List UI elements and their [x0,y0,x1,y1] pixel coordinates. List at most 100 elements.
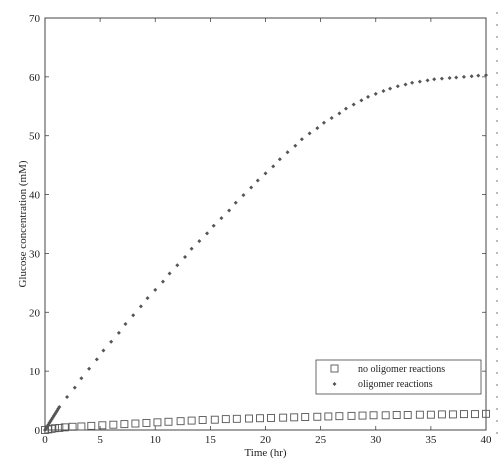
edge-dot [496,264,498,266]
data-point-diamond [145,296,150,301]
edge-dot [496,72,498,74]
x-axis-ticks: 0 5 10 15 20 25 30 35 40 [42,18,492,446]
data-point-square [437,410,446,419]
data-point-diamond [315,126,320,131]
data-point-square [415,410,424,419]
x-tick-label: 35 [425,434,437,446]
x-axis-label: Time (hr) [244,447,286,459]
edge-dot [496,336,498,338]
y-axis-label: Glucose concentration (mM) [17,160,29,287]
data-point-diamond [175,263,180,268]
data-point-diamond [271,164,276,169]
edge-dot [496,204,498,206]
edge-dot [496,228,498,230]
data-point-diamond [219,216,224,221]
legend: no oligomer reactions oligomer reactions [315,359,482,395]
data-point-diamond [447,76,452,81]
data-point-diamond [321,120,326,125]
data-point-diamond [138,304,143,309]
x-tick-label: 5 [97,434,103,446]
data-point-diamond [307,131,312,136]
edge-dot [496,324,498,326]
edge-dot [496,312,498,314]
data-point-diamond [101,348,106,353]
data-point-diamond [425,78,430,83]
data-point-square [256,414,264,423]
data-point-diamond [197,239,202,244]
data-point-diamond [153,287,158,292]
edge-dot [496,168,498,170]
data-point-square [267,413,275,422]
legend-marker-diamond [332,382,337,386]
edge-dot [496,360,498,362]
data-point-square [369,411,378,420]
data-point-diamond [123,322,128,327]
x-tick-label: 20 [260,434,272,446]
data-point-square [232,414,241,423]
edge-dot [496,252,498,254]
data-point-diamond [183,254,188,259]
data-point-diamond [329,116,334,121]
data-point-diamond [94,357,99,362]
edge-dot [496,108,498,110]
x-tick-label: 30 [370,434,382,446]
y-tick-label: 70 [29,13,41,25]
data-point-diamond [351,102,356,107]
edge-dot [496,156,498,158]
data-point-diamond [205,231,210,236]
data-point-diamond [395,84,400,89]
data-point-diamond [167,271,172,276]
data-point-square [60,423,69,432]
edge-dot [496,192,498,194]
legend-marker-square [330,364,339,373]
x-tick-label: 40 [481,434,493,446]
data-point-square [153,418,162,427]
data-point-diamond [388,86,393,91]
data-point-diamond [227,208,232,213]
data-point-square [198,416,207,424]
data-point-square [68,422,77,431]
data-point-square [335,412,344,421]
edge-dot [496,60,498,62]
data-point-square [109,420,118,429]
data-point-square [50,424,59,433]
data-point-diamond [211,223,216,228]
data-point-square [221,415,230,424]
data-point-diamond [255,178,260,183]
x-tick-label: 25 [315,434,327,446]
edge-dot [496,384,498,386]
data-point-diamond [484,73,488,78]
data-point-square [187,416,196,425]
edge-dot [496,132,498,134]
data-point-diamond [359,98,364,103]
edge-dot [496,348,498,350]
data-point-square [142,418,151,427]
data-point-square [347,411,356,420]
data-point-diamond [241,193,246,198]
data-point-diamond [432,77,437,82]
data-point-diamond [343,106,348,111]
edge-dot [496,48,498,50]
edge-dot [496,24,498,26]
data-point-diamond [263,171,268,176]
y-tick-label: 0 [35,425,41,437]
edge-dot [496,432,498,434]
edge-dot [496,12,498,14]
data-point-square [403,411,412,419]
edge-dot [496,120,498,122]
data-point-diamond [160,279,165,284]
data-point-diamond [233,200,238,205]
data-point-square [176,417,185,426]
data-point-diamond [337,111,342,116]
data-point-diamond [410,80,415,85]
data-point-diamond [381,88,386,93]
edge-dot [496,144,498,146]
data-point-diamond [116,330,121,335]
data-point-diamond [65,395,70,400]
edge-dot [496,276,498,278]
data-point-square [290,413,299,422]
edge-dot [496,96,498,98]
y-tick-label: 20 [29,307,41,319]
